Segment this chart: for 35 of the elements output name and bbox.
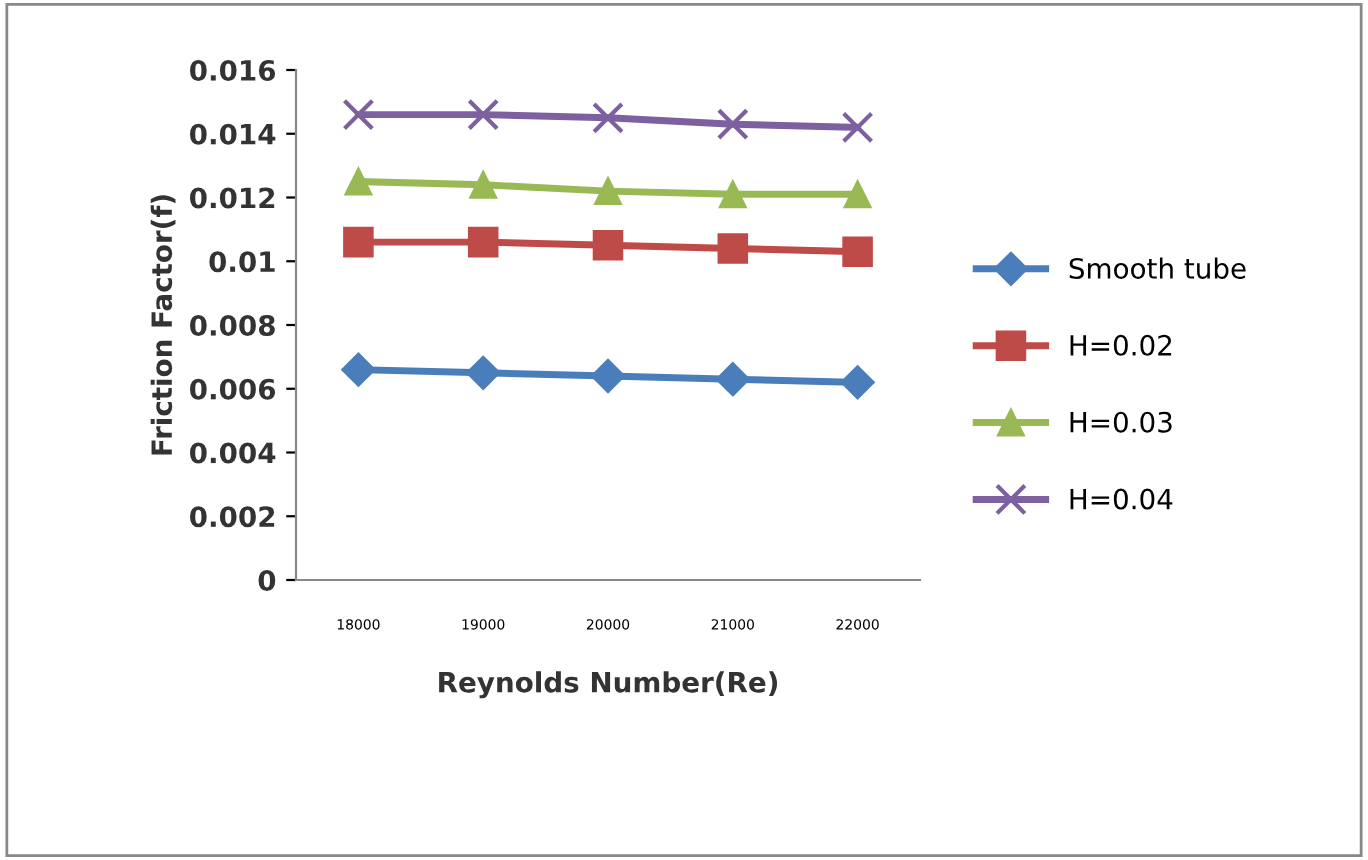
point bbox=[840, 365, 875, 400]
legend-label: H=0.03 bbox=[1070, 411, 1172, 433]
point bbox=[467, 226, 499, 258]
x-axis-title: Reynolds Number(Re) bbox=[439, 671, 778, 699]
legend-label: Smooth tube bbox=[1069, 257, 1246, 279]
point bbox=[590, 358, 626, 394]
point bbox=[341, 352, 376, 387]
y-tick-label: 0 bbox=[258, 569, 276, 591]
y-tick-label: 0.002 bbox=[190, 506, 275, 528]
point bbox=[594, 177, 622, 206]
point bbox=[343, 226, 374, 258]
y-tick-label: 0.012 bbox=[190, 187, 275, 209]
y-tick-label: 0.006 bbox=[190, 378, 276, 400]
legend-label: H=0.02 bbox=[1070, 334, 1172, 356]
point bbox=[843, 180, 872, 209]
point bbox=[718, 180, 747, 209]
legend-label: H=0.04 bbox=[1070, 488, 1173, 510]
y-tick-label: 0.016 bbox=[190, 59, 276, 81]
point bbox=[344, 167, 373, 196]
point bbox=[467, 98, 500, 131]
point bbox=[592, 101, 624, 134]
y-tick-label: 0.008 bbox=[190, 314, 275, 336]
point bbox=[592, 230, 624, 261]
point bbox=[716, 108, 749, 141]
point bbox=[841, 111, 874, 144]
y-tick-label: 0.014 bbox=[190, 123, 276, 145]
y-tick-label: 0.01 bbox=[209, 251, 275, 273]
y-tick-label: 0.004 bbox=[190, 442, 276, 464]
point bbox=[717, 233, 749, 264]
point bbox=[469, 170, 498, 199]
point bbox=[466, 355, 501, 390]
point bbox=[342, 98, 375, 131]
point bbox=[715, 362, 750, 397]
point bbox=[842, 236, 873, 267]
y-axis-title: Friction Factor(f) bbox=[150, 195, 176, 455]
